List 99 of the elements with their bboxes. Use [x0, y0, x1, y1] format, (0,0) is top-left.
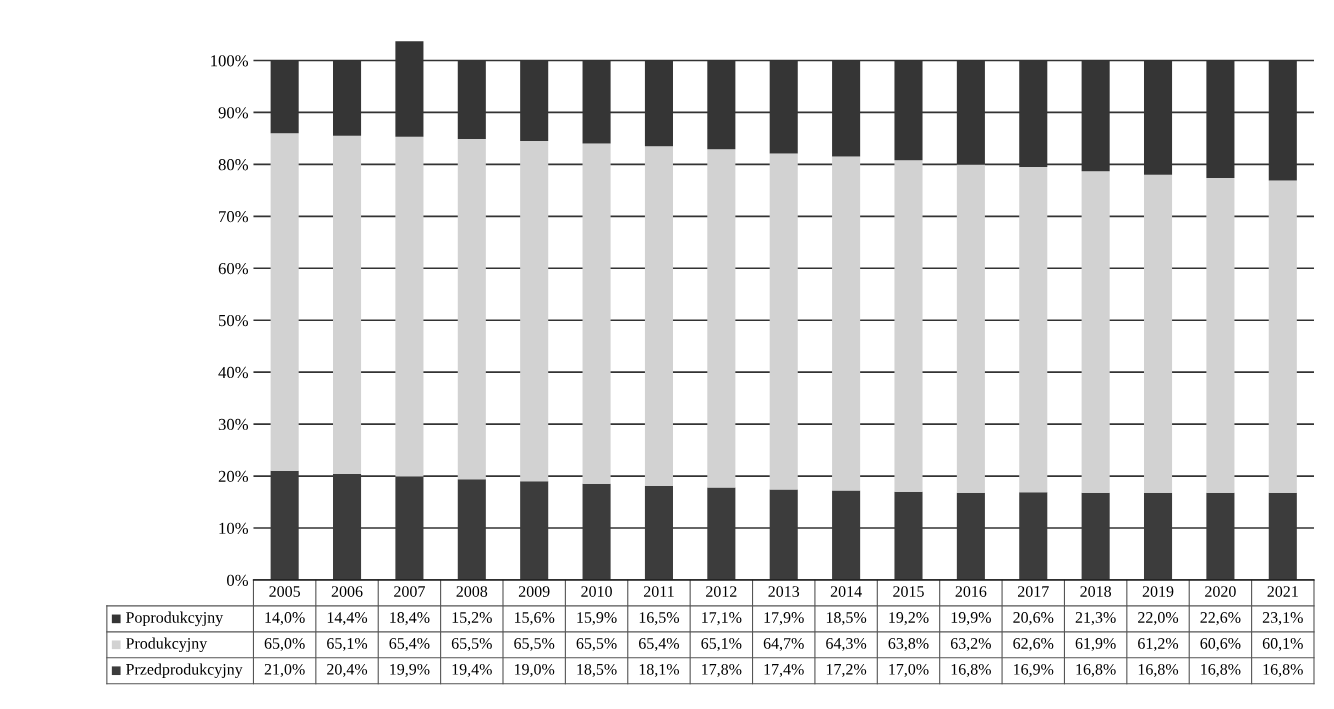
x-tick-label: 2013 [768, 586, 800, 597]
data-label: 21,3% [1075, 612, 1116, 626]
data-label: 17,9% [764, 612, 804, 626]
data-label: 20,6% [1013, 612, 1054, 626]
data-label: 17,2% [826, 663, 867, 678]
x-tick-label: 2016 [955, 586, 987, 597]
x-tick-label: 2017 [1017, 586, 1049, 597]
data-label: 16,8% [1138, 663, 1179, 678]
x-tick-label: 2005 [269, 586, 300, 597]
bar [769, 153, 798, 490]
data-label: 65,1% [701, 638, 742, 652]
data-label: 63,2% [950, 638, 991, 652]
data-label: 65,0% [264, 638, 305, 652]
bar [894, 160, 923, 492]
bar [1019, 166, 1048, 493]
bar [333, 135, 362, 474]
y-tick-label: 10% [219, 522, 249, 535]
data-label: 15,6% [514, 612, 555, 626]
data-label: 16,9% [1014, 663, 1054, 678]
data-label: 62,6% [1013, 638, 1054, 652]
data-label: 18,4% [390, 612, 430, 626]
data-label: 61,2% [1138, 638, 1179, 652]
x-tick-label: 2008 [456, 586, 488, 597]
data-label: 17,4% [764, 663, 804, 678]
x-tick-label: 2009 [518, 586, 550, 597]
data-label: 60,6% [1200, 638, 1241, 652]
x-tick-label: 2010 [581, 586, 612, 597]
bar [832, 156, 861, 491]
data-label: 17,1% [702, 612, 742, 626]
y-tick-label: 80% [218, 159, 249, 171]
y-tick-label: 30% [218, 418, 249, 431]
x-tick-label: 2006 [331, 586, 363, 597]
data-label: 16,8% [1263, 663, 1303, 678]
data-label: 63,8% [888, 638, 929, 652]
data-label: 17,8% [702, 663, 742, 678]
legend-label: Poprodukcyjny [126, 611, 224, 627]
data-label: 16,8% [1201, 663, 1241, 678]
data-label: 65,4% [389, 638, 430, 652]
legend-label: Produkcyjny [126, 637, 208, 653]
data-label: 60,1% [1262, 638, 1303, 652]
y-tick-label: 100% [211, 55, 249, 67]
data-label: 14,4% [327, 612, 368, 626]
x-tick-label: 2014 [830, 586, 862, 597]
bar [270, 133, 299, 471]
data-label: 15,9% [577, 612, 617, 626]
data-label: 65,5% [576, 638, 617, 652]
data-label: 22,6% [1200, 612, 1241, 626]
x-tick-label: 2007 [394, 586, 425, 597]
bar [707, 149, 736, 488]
bar [956, 164, 985, 493]
data-label: 19,9% [951, 612, 991, 626]
data-label: 65,5% [451, 638, 492, 652]
bar [644, 146, 673, 486]
data-label: 18,5% [826, 612, 867, 626]
bar [582, 143, 611, 484]
bar [520, 141, 549, 482]
x-tick-label: 2021 [1267, 586, 1298, 597]
y-tick-label: 90% [218, 107, 249, 119]
data-label: 61,9% [1075, 638, 1116, 652]
x-tick-label: 2011 [643, 586, 674, 597]
data-label: 64,7% [763, 638, 804, 652]
data-label: 19,2% [889, 612, 929, 626]
bar [395, 136, 424, 477]
x-tick-label: 2015 [893, 586, 924, 597]
bar [1143, 174, 1173, 493]
legend-label: Przedprodukcyjny [126, 663, 243, 678]
data-label: 19,9% [390, 663, 430, 678]
data-label: 16,8% [1076, 663, 1116, 678]
data-label: 17,0% [889, 663, 929, 678]
data-label: 23,1% [1262, 612, 1303, 626]
data-label: 20,4% [327, 663, 368, 678]
y-tick-label: 70% [219, 211, 249, 223]
x-tick-label: 2020 [1205, 586, 1236, 597]
y-tick-label: 60% [218, 262, 249, 275]
data-label: 19,0% [514, 663, 555, 678]
data-label: 64,3% [826, 638, 867, 652]
data-label: 18,1% [639, 663, 680, 678]
y-tick-label: 0% [227, 574, 249, 586]
data-label: 22,0% [1138, 612, 1179, 626]
data-label: 16,5% [639, 612, 680, 626]
bar [457, 138, 486, 480]
data-label: 65,5% [514, 638, 555, 652]
data-label: 18,5% [577, 663, 617, 678]
data-label: 21,0% [264, 663, 305, 678]
data-label: 16,8% [951, 663, 991, 678]
x-tick-label: 2019 [1142, 586, 1174, 597]
x-tick-label: 2012 [706, 586, 737, 597]
bar [1206, 177, 1235, 493]
bar [1081, 171, 1110, 493]
y-tick-label: 40% [218, 366, 249, 379]
bar [1268, 180, 1297, 493]
y-tick-label: 50% [219, 314, 249, 327]
data-label: 65,1% [327, 638, 368, 652]
data-label: 15,2% [452, 612, 492, 626]
x-tick-label: 2018 [1080, 586, 1112, 597]
y-tick-label: 20% [218, 470, 249, 483]
data-label: 19,4% [452, 663, 492, 678]
data-label: 14,0% [265, 612, 305, 626]
data-label: 65,4% [639, 638, 680, 652]
